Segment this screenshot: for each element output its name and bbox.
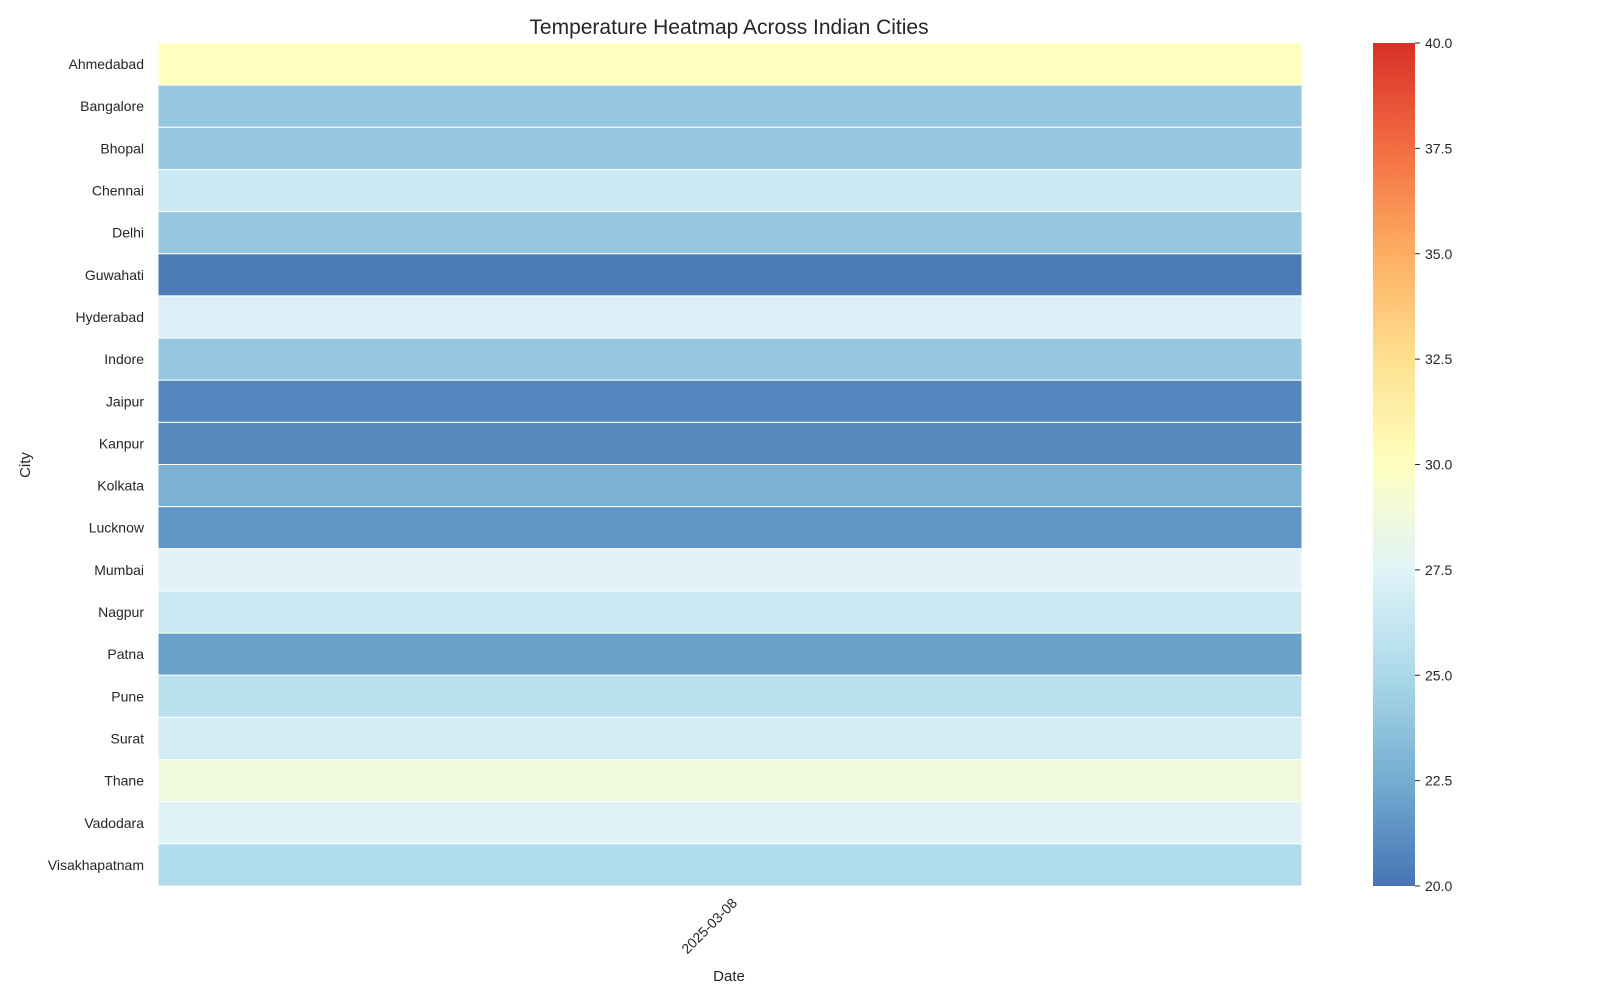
y-tick-label: Mumbai [94,562,144,578]
heatmap-cell-jaipur [157,379,1303,423]
y-tick-label: Lucknow [89,520,145,536]
heatmap-cell-surat [157,716,1303,761]
chart-title: Temperature Heatmap Across Indian Cities [529,16,928,39]
heatmap-cell-ahmedabad [157,42,1303,86]
colorbar-tick-label: 25.0 [1425,667,1452,683]
y-tick-label: Kolkata [97,478,144,494]
y-tick-label: Thane [104,773,144,789]
y-tick-labels: Ahmedabad Bangalore Bhopal Chennai Delhi Guwa… [48,56,145,873]
x-axis-label: Date [713,968,745,985]
y-tick-label: Chennai [92,183,144,199]
heatmap-cell-kolkata [157,464,1303,508]
y-tick-label: Kanpur [99,435,144,451]
y-tick-label: Vadodara [84,815,144,831]
heatmap-cell-guwahati [157,253,1303,297]
y-tick-label: Visakhapatnam [48,857,144,873]
y-axis-label: City [17,452,34,478]
colorbar-tick-label: 22.5 [1425,773,1452,789]
colorbar-ticks: 20.0 22.5 25.0 27.5 30.0 32.5 35.0 37.5 40.0 [1415,35,1452,894]
y-tick-label: Ahmedabad [68,56,144,72]
y-tick-label: Bangalore [80,98,144,114]
x-tick-label: 2025-03-08 [678,895,740,957]
y-tick-label: Bhopal [100,140,144,156]
heatmap-cell-thane [157,759,1303,803]
y-tick-label: Indore [104,351,144,367]
y-tick-label: Patna [107,646,144,662]
colorbar-tick-label: 20.0 [1425,878,1452,894]
y-tick-label: Guwahati [85,267,144,283]
heatmap-cell-indore [157,337,1303,381]
heatmap-cell-visakhapatnam [157,843,1303,887]
colorbar-tick-label: 32.5 [1425,351,1452,367]
heatmap-cell-delhi [157,211,1303,255]
colorbar-tick-label: 30.0 [1425,457,1452,473]
y-tick-label: Jaipur [106,393,144,409]
heatmap-cell-vadodara [157,801,1303,845]
heatmap-cell-patna [157,632,1303,676]
colorbar: 20.0 22.5 25.0 27.5 30.0 32.5 35.0 37.5 40.0 [1373,35,1452,894]
heatmap-cell-pune [157,674,1303,718]
heatmap-cell-lucknow [157,506,1303,550]
y-tick-label: Surat [111,730,145,746]
heatmap-cell-nagpur [157,590,1303,634]
heatmap-cell-mumbai [157,548,1303,592]
y-tick-label: Delhi [112,225,144,241]
colorbar-tick-label: 40.0 [1425,35,1452,51]
colorbar-tick-label: 37.5 [1425,140,1452,156]
x-tick-labels: 2025-03-08 [678,895,740,957]
colorbar-tick-label: 35.0 [1425,246,1452,262]
heatmap-cells [157,42,1303,887]
colorbar-gradient [1373,43,1415,886]
heatmap-cell-hyderabad [157,295,1303,339]
y-tick-label: Hyderabad [76,309,145,325]
heatmap-cell-kanpur [157,421,1303,466]
y-tick-label: Nagpur [98,604,144,620]
colorbar-tick-label: 27.5 [1425,562,1452,578]
heatmap-cell-chennai [157,168,1303,213]
heatmap-cell-bangalore [157,84,1303,128]
y-tick-label: Pune [111,688,144,704]
heatmap-cell-bhopal [157,126,1303,170]
